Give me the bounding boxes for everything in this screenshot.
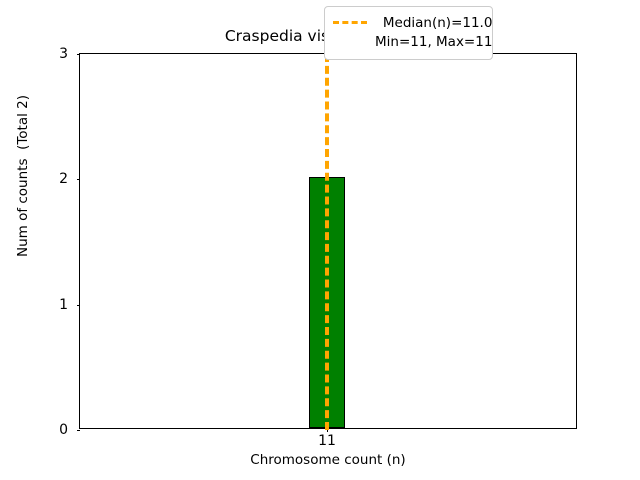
ytick-mark-3 xyxy=(76,54,80,55)
legend-label-group: Median(n)=11.0 Min=11, Max=11 xyxy=(375,14,492,52)
legend-minmax-label: Min=11, Max=11 xyxy=(375,34,493,50)
x-axis-label: Chromosome count (n) xyxy=(250,452,406,468)
y-axis-label: Num of counts (Total 2) xyxy=(15,94,31,258)
ytick-label-0: 0 xyxy=(59,422,68,438)
legend: Median(n)=11.0 Min=11, Max=11 xyxy=(324,6,493,60)
plot-area: 0 1 2 3 11 xyxy=(59,47,577,449)
ytick-label-2: 2 xyxy=(59,171,68,188)
ytick-mark-0 xyxy=(76,430,80,431)
legend-dashed-line-icon xyxy=(333,14,367,30)
ytick-mark-1 xyxy=(76,304,80,306)
ytick-label-3: 3 xyxy=(59,46,68,62)
ytick-mark-2 xyxy=(76,179,80,181)
xtick-label-0: 11 xyxy=(318,433,336,449)
legend-median-label: Median(n)=11.0 xyxy=(382,15,493,31)
median-line xyxy=(325,54,329,430)
ytick-label-1: 1 xyxy=(59,296,68,313)
